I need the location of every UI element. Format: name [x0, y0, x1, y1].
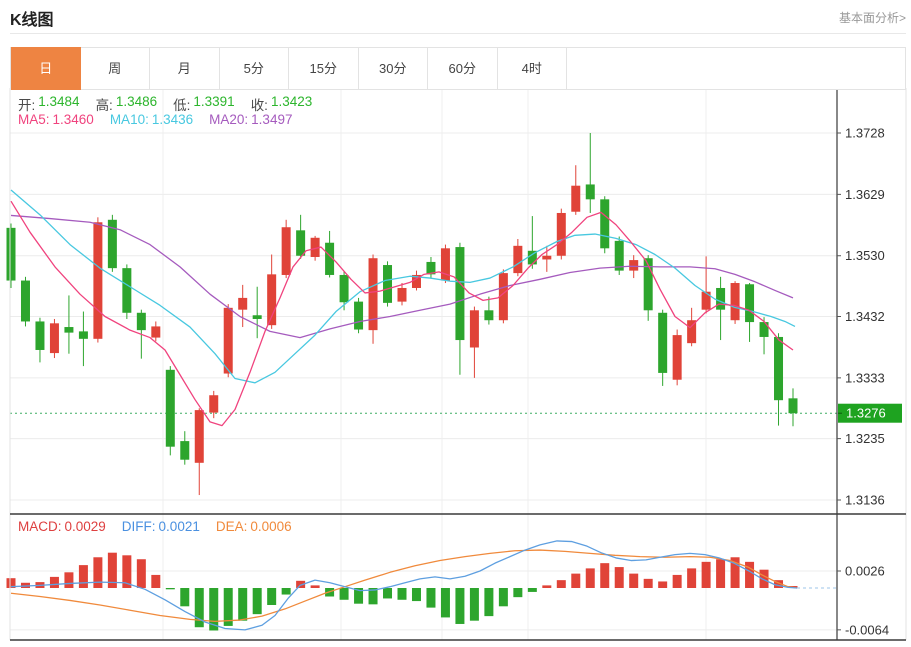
low-label: 低: — [173, 98, 191, 113]
period-tab-bar: 日 周 月 5分 15分 30分 60分 4时 — [10, 47, 906, 90]
diff-value: 0.0021 — [158, 519, 200, 534]
low-value: 1.3391 — [193, 94, 235, 109]
tab-month[interactable]: 月 — [150, 48, 220, 89]
title-divider — [10, 33, 906, 34]
tab-bar-filler — [567, 48, 905, 89]
ohlc-readout: 开: 1.3484 高: 1.3486 低: 1.3391 收: 1.3423 — [18, 94, 312, 114]
axis-tick-label: 1.3629 — [845, 187, 885, 202]
tab-day[interactable]: 日 — [11, 47, 81, 90]
ma5-label: MA5: — [18, 112, 50, 127]
high-value: 1.3486 — [115, 94, 158, 109]
tab-60min[interactable]: 60分 — [428, 48, 498, 89]
diff-line — [10, 540, 798, 631]
axis-tick-label: 1.3728 — [845, 126, 885, 141]
tab-30min[interactable]: 30分 — [359, 48, 428, 89]
close-value: 1.3423 — [270, 94, 313, 109]
ma20-line — [10, 214, 794, 339]
macd-readout: MACD: 0.0029 DIFF: 0.0021 DEA: 0.0006 — [18, 519, 292, 534]
grid-lines — [10, 88, 837, 640]
ma5-value: 1.3460 — [52, 112, 94, 127]
ma20-value: 1.3497 — [251, 112, 293, 127]
ma10-label: MA10: — [109, 112, 149, 127]
current-price-badge-value: 1.3276 — [846, 406, 886, 421]
ma20-label: MA20: — [209, 112, 249, 127]
ma-readout: MA5: 1.3460 MA10: 1.3436 MA20: 1.3497 — [18, 112, 292, 127]
dea-value: 0.0006 — [250, 519, 292, 534]
tab-week[interactable]: 周 — [81, 48, 150, 89]
axis-tick-label: 1.3136 — [845, 493, 885, 508]
page-title: K线图 — [10, 12, 54, 29]
tab-15min[interactable]: 15分 — [289, 48, 359, 89]
open-label: 开: — [18, 98, 36, 113]
current-price-badge: 1.3276 — [838, 403, 902, 423]
axis-tick-label: 1.3432 — [845, 309, 885, 324]
axis-tick-label: -0.0064 — [845, 622, 889, 637]
close-label: 收: — [250, 98, 268, 113]
macd-value: 0.0029 — [64, 519, 106, 534]
ma10-line — [10, 189, 796, 384]
high-label: 高: — [95, 98, 113, 113]
axis-tick-label: 0.0026 — [845, 564, 885, 579]
dea-line — [10, 549, 798, 622]
fundamental-analysis-link[interactable]: 基本面分析> — [838, 11, 906, 25]
axis-tick-label: 1.3333 — [845, 370, 885, 385]
axis-tick-label: 1.3530 — [845, 248, 885, 263]
ma10-value: 1.3436 — [151, 112, 194, 127]
tab-5min[interactable]: 5分 — [220, 48, 289, 89]
price-axis-labels: 1.3728 1.3629 1.3530 1.3432 1.3333 1.3235 1.31… — [837, 126, 889, 637]
ma5-line — [10, 200, 794, 427]
chart-frame — [9, 88, 907, 641]
dea-label: DEA: — [215, 519, 248, 534]
open-value: 1.3484 — [38, 94, 80, 109]
tab-4hour[interactable]: 4时 — [498, 48, 567, 89]
macd-label: MACD: — [18, 519, 62, 534]
diff-label: DIFF: — [121, 519, 156, 534]
macd-histogram — [6, 552, 798, 631]
axis-tick-label: 1.3235 — [845, 431, 885, 446]
